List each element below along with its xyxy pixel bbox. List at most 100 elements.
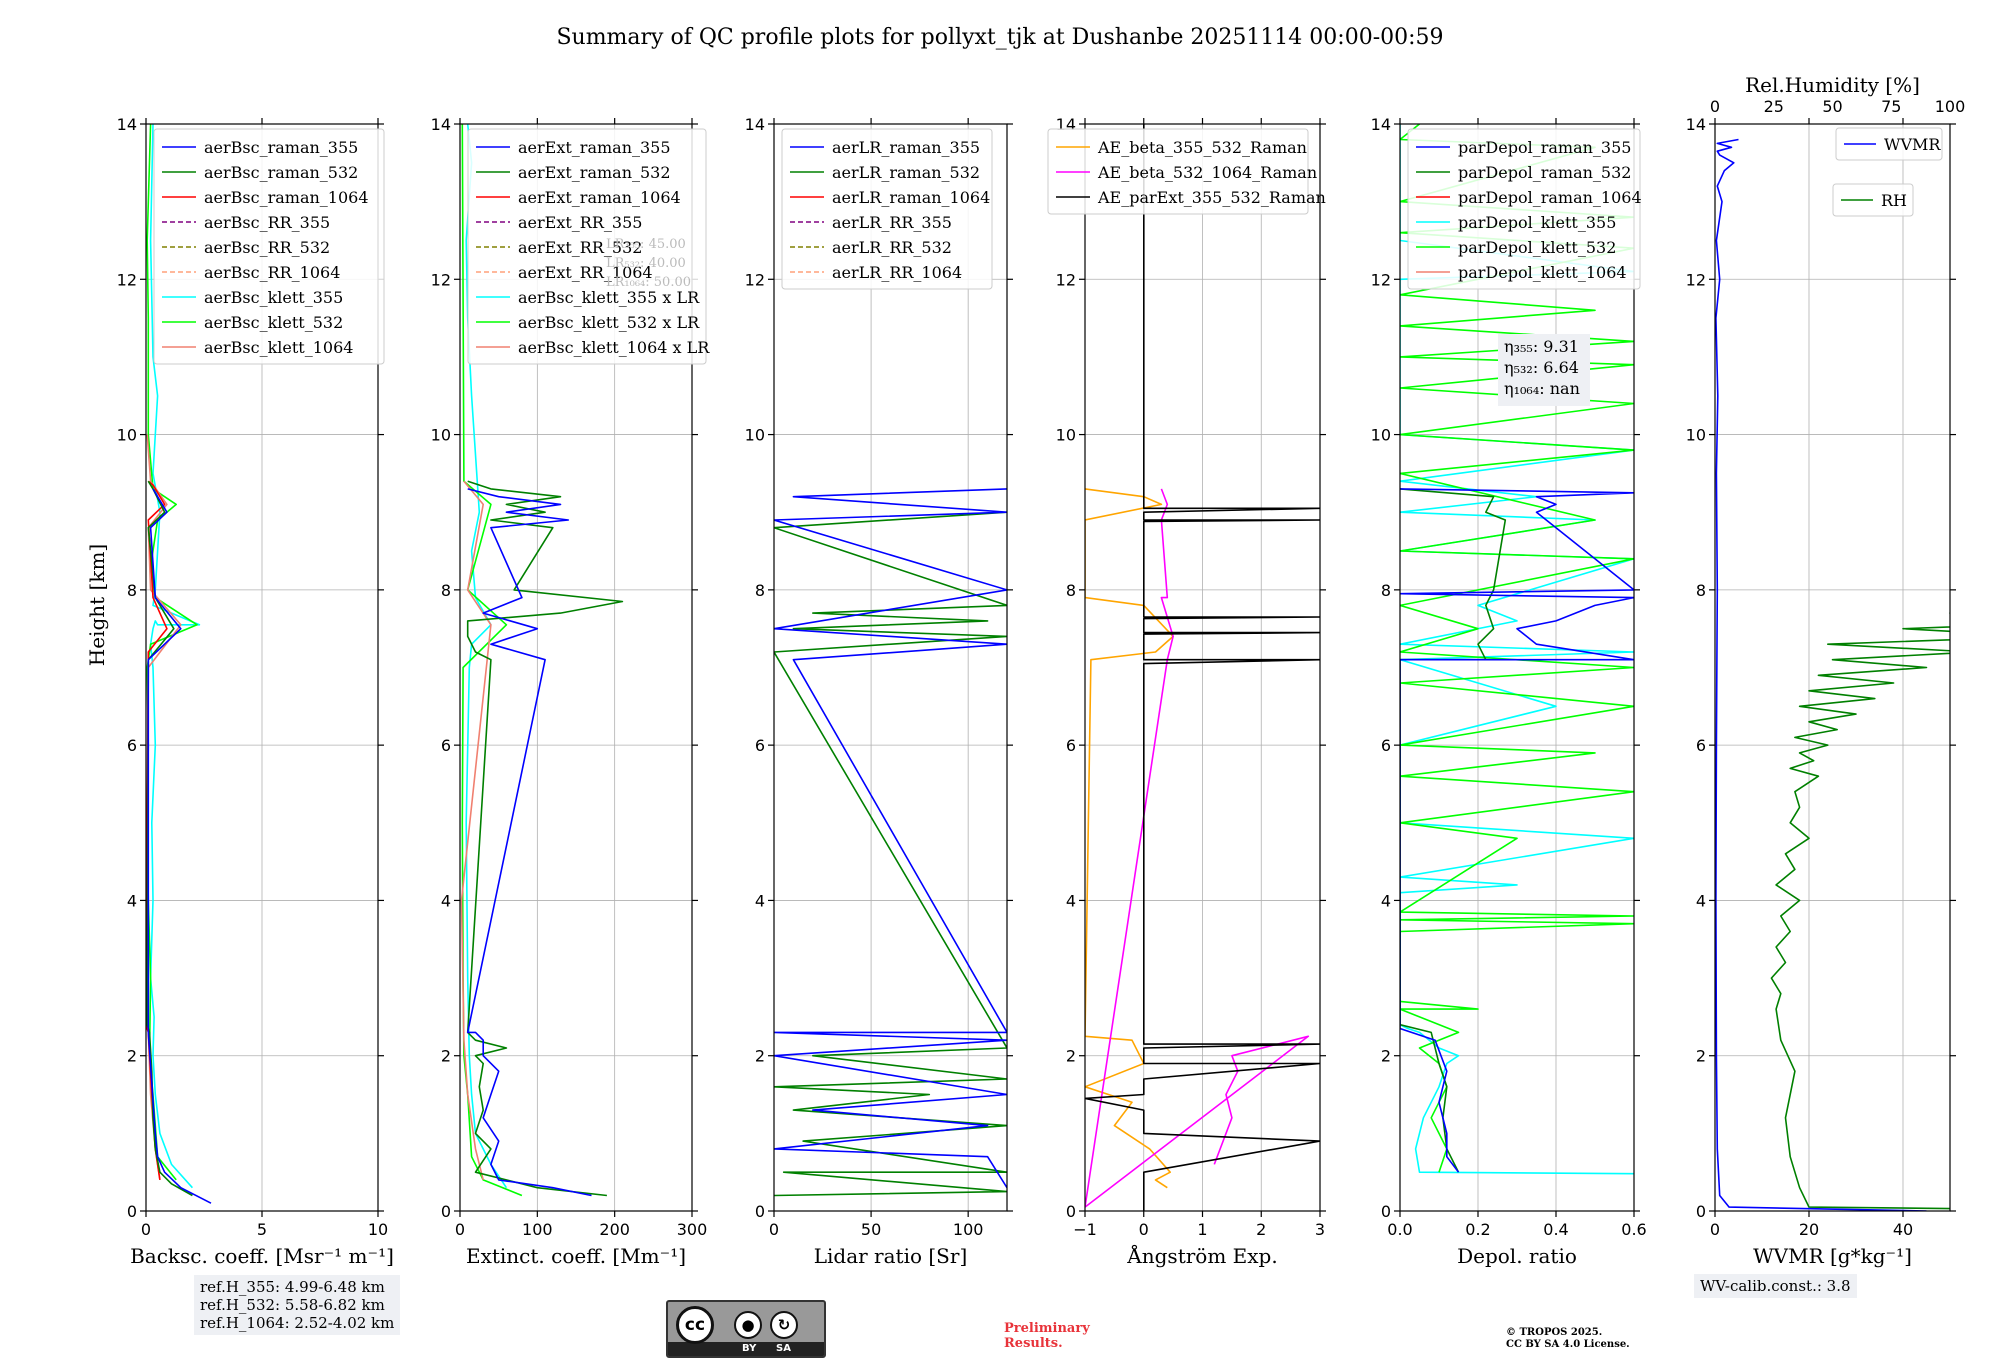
- legend-label: aerBsc_klett_355 x LR: [518, 288, 700, 307]
- lr-text: LR₁₀₆₄: 50.00: [606, 275, 691, 290]
- x-tick-label: −1: [1073, 1220, 1097, 1239]
- y-tick-label: 4: [1381, 891, 1391, 910]
- series-parDepol_klett_355: [1400, 124, 1634, 1175]
- y-tick-label: 8: [1696, 581, 1706, 600]
- y-tick-label: 6: [1381, 736, 1391, 755]
- series-group: [1715, 138, 1950, 1211]
- series-AE_beta_355_532_Raman: [1085, 488, 1174, 1189]
- x-tick-label: 300: [677, 1220, 708, 1239]
- x-tick-label: 20: [1799, 1220, 1819, 1239]
- x-tick-label: 100: [953, 1220, 984, 1239]
- cc-sa-label: SA: [776, 1343, 791, 1354]
- series-AE_parExt_355_532_Raman: [1085, 124, 1320, 1211]
- legend: aerBsc_raman_355 aerBsc_raman_532 aerBsc_r…: [153, 128, 385, 365]
- legend-label: WVMR: [1884, 135, 1941, 154]
- x-axis-label: Lidar ratio [Sr]: [814, 1244, 968, 1268]
- series-group: [1085, 124, 1320, 1211]
- y-axis-label: Height [km]: [85, 544, 109, 666]
- cc-by-label: BY: [742, 1343, 757, 1354]
- wv-calib-box: WV-calib.const.: 3.8: [1694, 1274, 1857, 1298]
- series-aerBsc_raman_532: [146, 480, 193, 1197]
- legend-label: aerBsc_RR_532: [204, 238, 330, 257]
- x-tick-label: 0: [141, 1220, 151, 1239]
- x-tick-label: 1: [1197, 1220, 1207, 1239]
- legend: aerLR_raman_355 aerLR_raman_532 aerLR_rama…: [781, 128, 993, 290]
- y-tick-label: 2: [1381, 1047, 1391, 1066]
- x-tick-label: 5: [257, 1220, 267, 1239]
- series-group: [774, 488, 1007, 1197]
- y-tick-label: 12: [1056, 270, 1076, 289]
- series-aerLR_raman_532: [774, 511, 1007, 1197]
- panel-depol: 0.0 0.2 0.4 0.6 Depol. ratio 0 2 4 6 8 10 12 14 parDe…: [1371, 115, 1647, 1268]
- axes-frame: [1714, 123, 1951, 1212]
- x-tick-label: 0: [1710, 1220, 1720, 1239]
- y-tick-label: 6: [441, 736, 451, 755]
- top-tick-label: 50: [1822, 97, 1842, 116]
- ref-height-1064: ref.H_1064: 2.52-4.02 km: [200, 1314, 395, 1332]
- y-tick-label: 14: [1686, 115, 1706, 134]
- panel-wvmr: 0 20 40 WVMR [g*kg⁻¹] 0 2 4 6 8 10 12 14 WVMR RH 0 25 50…: [1686, 73, 1966, 1268]
- legend-label: AE_parExt_355_532_Raman: [1097, 188, 1326, 207]
- series-aerBsc_raman_355: [147, 488, 212, 1204]
- legend: WVMR RH: [1832, 127, 1943, 217]
- legend: AE_beta_355_532_Raman AE_beta_532_1064_Ra…: [1047, 128, 1326, 215]
- x-tick-label: 100: [522, 1220, 553, 1239]
- x-axis-label: Extinct. coeff. [Mm⁻¹]: [466, 1244, 686, 1268]
- series-aerBsc_klett_355 x LR: [465, 124, 508, 1189]
- y-tick-label: 6: [1066, 736, 1076, 755]
- series-aerBsc_klett_1064 x LR: [460, 480, 492, 1181]
- series-group: [460, 124, 624, 1197]
- x-axis-label: WVMR [g*kg⁻¹]: [1753, 1244, 1912, 1268]
- x-tick-label: 40: [1893, 1220, 1913, 1239]
- y-tick-label: 4: [755, 891, 765, 910]
- ref-height-355: ref.H_355: 4.99-6.48 km: [200, 1278, 385, 1296]
- y-tick-label: 0: [755, 1202, 765, 1221]
- y-tick-label: 8: [441, 581, 451, 600]
- legend-label: aerBsc_RR_355: [204, 213, 330, 232]
- series-aerExt_raman_355: [466, 488, 592, 1197]
- series-aerBsc_klett_355: [149, 124, 201, 1189]
- legend-label: aerExt_RR_1064: [518, 263, 653, 282]
- series-group: [146, 124, 212, 1204]
- series-RH: [1770, 612, 1950, 1210]
- axes-frame: [1399, 123, 1635, 1212]
- x-tick-label: 50: [861, 1220, 881, 1239]
- legend-label: aerExt_raman_355: [518, 138, 671, 157]
- y-tick-label: 14: [431, 115, 451, 134]
- attribution-icon: ●: [734, 1311, 762, 1339]
- x-tick-label: 0.2: [1465, 1220, 1490, 1239]
- series-aerBsc_klett_532 x LR: [461, 124, 523, 1197]
- x-tick-label: 0.6: [1621, 1220, 1646, 1239]
- legend-label: AE_beta_532_1064_Raman: [1097, 163, 1317, 182]
- x-tick-label: 10: [368, 1220, 388, 1239]
- y-tick-label: 0: [441, 1202, 451, 1221]
- x-axis-label: Depol. ratio: [1457, 1244, 1577, 1268]
- y-tick-label: 12: [1686, 270, 1706, 289]
- y-tick-label: 8: [127, 581, 137, 600]
- y-tick-label: 14: [117, 115, 137, 134]
- legend-label: aerLR_RR_355: [832, 213, 952, 232]
- x-tick-label: 0.0: [1387, 1220, 1412, 1239]
- y-tick-label: 10: [1056, 426, 1076, 445]
- legend-box: [1407, 128, 1641, 290]
- y-tick-label: 10: [1371, 426, 1391, 445]
- lr-text: LR₅₃₂: 40.00: [606, 256, 686, 271]
- y-tick-label: 10: [1686, 426, 1706, 445]
- top-tick-label: 25: [1764, 97, 1784, 116]
- y-tick-label: 0: [1696, 1202, 1706, 1221]
- legend-label: aerBsc_klett_1064: [204, 338, 353, 357]
- y-tick-label: 6: [1696, 736, 1706, 755]
- legend-label: aerBsc_klett_1064 x LR: [518, 338, 710, 357]
- legend: aerExt_raman_355 aerExt_raman_532 aerExt_r…: [467, 128, 710, 365]
- cc-license-badge: cc ● ↻ BY SA: [666, 1300, 826, 1358]
- legend-label: aerLR_raman_1064: [832, 188, 990, 207]
- y-tick-label: 14: [1371, 115, 1391, 134]
- copyright-notice: © TROPOS 2025. CC BY SA 4.0 License.: [1506, 1327, 1630, 1351]
- y-tick-label: 4: [127, 891, 137, 910]
- legend-label: aerExt_raman_1064: [518, 188, 681, 207]
- legend-label: aerBsc_raman_1064: [204, 188, 369, 207]
- legend-label: aerExt_RR_355: [518, 213, 642, 232]
